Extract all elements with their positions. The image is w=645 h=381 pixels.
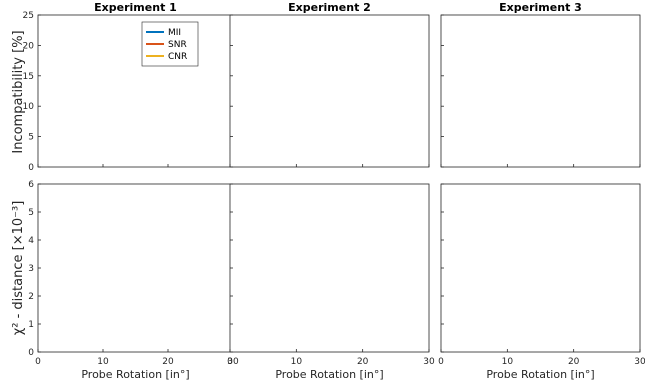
x-tick-label: 20	[357, 357, 369, 367]
x-tick-label: 20	[568, 357, 580, 367]
x-tick-label: 0	[35, 357, 41, 367]
panel-title: Experiment 3	[499, 1, 582, 14]
panel-title: Experiment 1	[94, 1, 177, 14]
panel-6: 0 10 20 30 Probe Rotation [in°]	[438, 183, 645, 381]
x-tick-label: 30	[227, 357, 239, 367]
x-axis-label: Probe Rotation [in°]	[275, 368, 383, 381]
axes-frame	[229, 183, 430, 353]
axes-frame	[440, 14, 641, 168]
legend-label-cnr: CNR	[168, 52, 187, 62]
legend-label-mii: MII	[168, 28, 181, 38]
axes-frame	[37, 14, 234, 168]
x-tick-label: 20	[162, 357, 174, 367]
panel-5: 0 10 20 30 Probe Rotation [in°]	[227, 183, 435, 381]
panel-title: Experiment 2	[288, 1, 371, 14]
panel-1: 0 5 10 15 20 25 Experiment 1 MII SNR CNR	[23, 1, 234, 173]
x-tick-label: 0	[227, 357, 233, 367]
x-tick-label: 30	[423, 357, 435, 367]
y-tick-label: 1	[28, 320, 34, 330]
legend-label-snr: SNR	[168, 40, 187, 50]
x-axis-label: Probe Rotation [in°]	[486, 368, 594, 381]
x-tick-label: 10	[502, 357, 514, 367]
y-tick-label: 2	[28, 292, 34, 302]
x-tick-label: 30	[634, 357, 645, 367]
y-tick-label: 4	[28, 236, 34, 246]
y-tick-label: 0	[28, 163, 34, 173]
y-tick-label: 20	[23, 41, 35, 51]
y-tick-label: 10	[23, 102, 35, 112]
legend: MII SNR CNR	[141, 21, 199, 67]
axes-frame	[440, 183, 641, 353]
x-tick-label: 10	[291, 357, 303, 367]
y-tick-label: 25	[23, 11, 34, 21]
x-axis-label: Probe Rotation [in°]	[81, 368, 189, 381]
panel-3: Experiment 3	[440, 1, 641, 168]
x-tick-label: 0	[438, 357, 444, 367]
axes-frame	[37, 183, 234, 353]
y-tick-label: 6	[28, 180, 34, 190]
y-tick-label: 0	[28, 348, 34, 358]
y-tick-label: 5	[28, 208, 34, 218]
top-ylabel: Incompatibility [%]	[11, 30, 26, 153]
panel-2: Experiment 2	[229, 1, 430, 168]
x-tick-label: 10	[97, 357, 109, 367]
y-tick-label: 3	[28, 264, 34, 274]
bottom-ylabel: χ² - distance [×10⁻³]	[11, 201, 26, 336]
y-tick-label: 15	[23, 72, 34, 82]
axes-frame	[229, 14, 430, 168]
y-tick-label: 5	[28, 133, 34, 143]
